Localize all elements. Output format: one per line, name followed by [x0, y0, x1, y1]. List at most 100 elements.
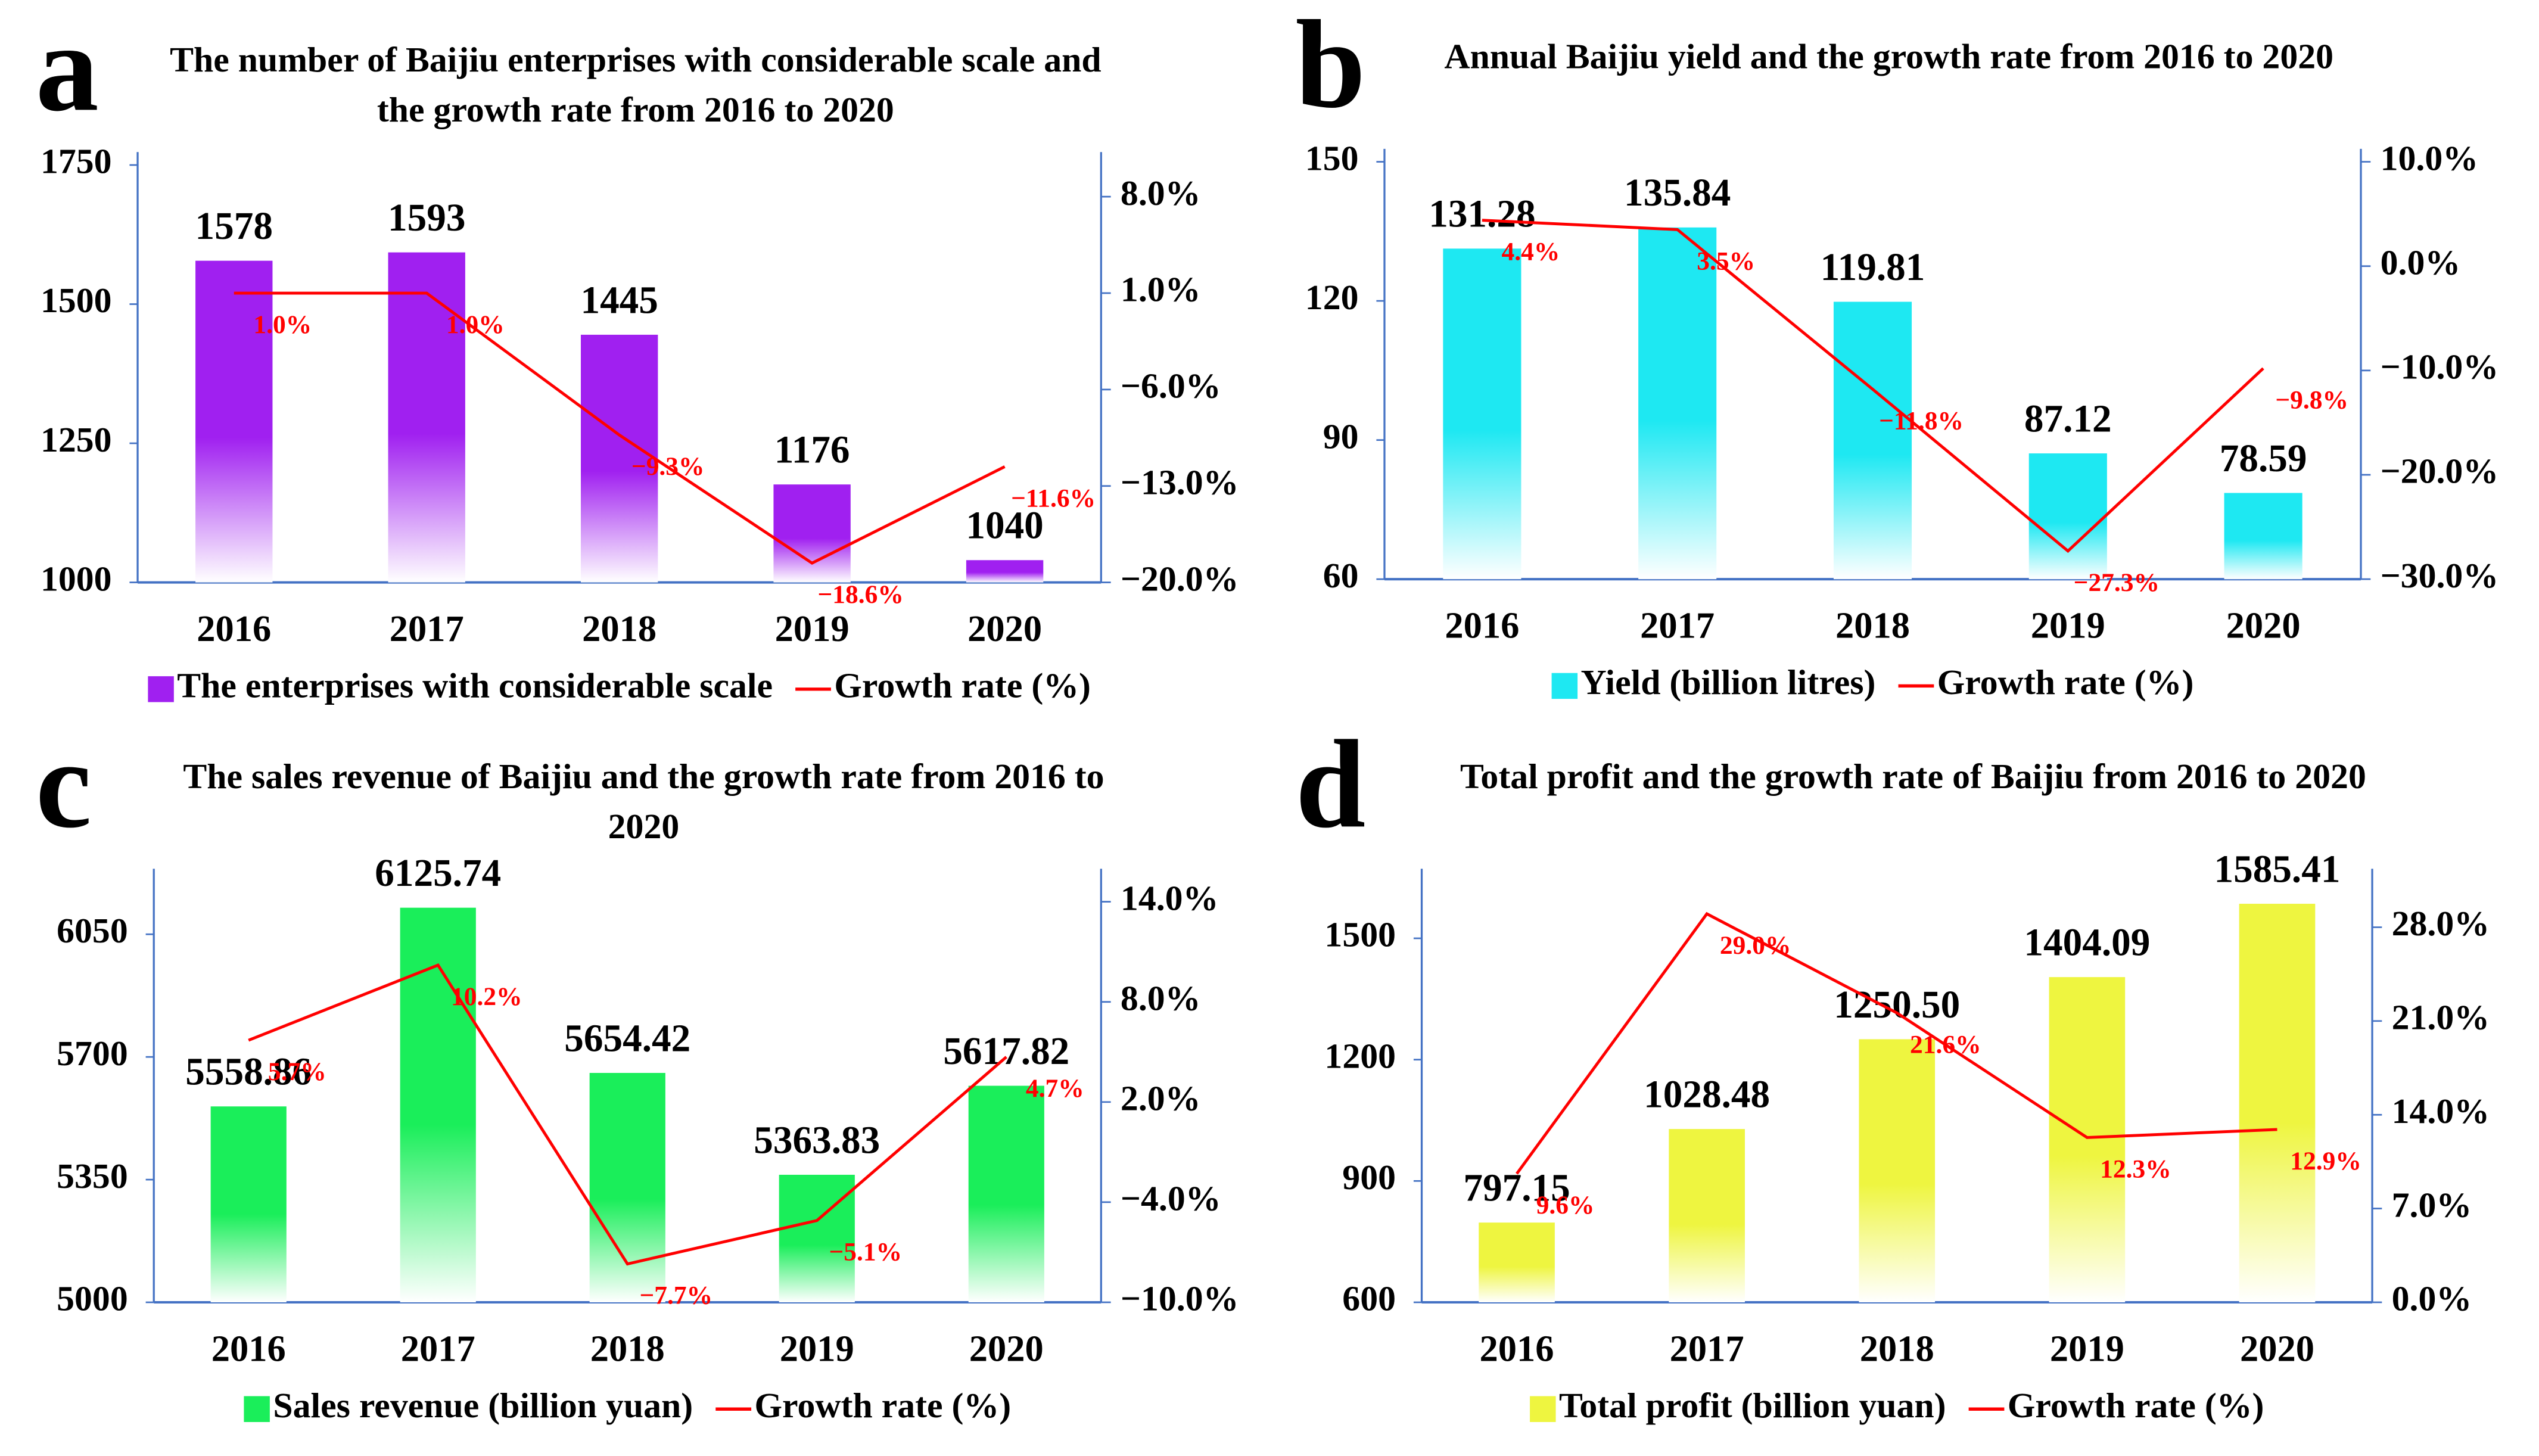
y2-tick-label: 14.0%	[2392, 1091, 2490, 1131]
legend: Total profit (billion yuan) Growth rate (…	[1530, 1386, 2264, 1425]
y2-tick-label: 21.0%	[2392, 998, 2490, 1037]
y2-tick-label: 1.0%	[1121, 270, 1201, 309]
y-tick-label: 900	[1342, 1158, 1396, 1197]
y-tick-label: 60	[1323, 556, 1359, 595]
bar	[1833, 301, 1912, 580]
legend-swatch	[1551, 673, 1578, 699]
bar-value-label: 1593	[388, 197, 465, 239]
y-tick-label: 90	[1323, 416, 1359, 456]
y2-tick-label: −13.0%	[1121, 462, 1239, 502]
growth-label: 4.4%	[1502, 238, 1560, 266]
legend: Sales revenue (billion yuan) Growth rate …	[244, 1386, 1011, 1425]
bar-value-label: 78.59	[2220, 437, 2307, 480]
chart-title: Annual Baijiu yield and the growth rate …	[1444, 36, 2333, 76]
y-tick-label: 600	[1342, 1279, 1396, 1318]
y2-tick-label: 28.0%	[2392, 904, 2490, 943]
x-tick-label: 2016	[1480, 1328, 1554, 1370]
y2-tick-label: −6.0%	[1121, 366, 1221, 406]
x-tick-label: 2018	[582, 608, 656, 649]
panel-letter: a	[36, 0, 99, 137]
bar-value-label: 797.15	[1463, 1167, 1570, 1210]
x-tick-label: 2016	[211, 1328, 286, 1370]
bar	[1443, 248, 1521, 580]
bar-value-label: 6125.74	[375, 852, 501, 895]
bar	[580, 334, 658, 583]
y2-tick-label: 0.0%	[2392, 1279, 2472, 1318]
title-line: The number of Baijiu enterprises with co…	[170, 40, 1102, 79]
legend-label: Yield (billion litres)	[1581, 662, 1876, 702]
x-tick-label: 2019	[775, 608, 850, 649]
y-tick-label: 1500	[1324, 915, 1396, 954]
bar	[1479, 1222, 1555, 1303]
title-line: the growth rate from 2016 to 2020	[377, 90, 894, 129]
growth-label: 9.6%	[1536, 1191, 1595, 1219]
growth-label: −9.8%	[2275, 385, 2348, 414]
x-tick-label: 2017	[390, 608, 464, 649]
y2-tick-label: −20.0%	[1121, 559, 1239, 598]
bar	[210, 1106, 287, 1303]
x-tick-label: 2020	[967, 608, 1042, 649]
title-line: Total profit and the growth rate of Baij…	[1460, 757, 2366, 796]
x-tick-label: 2016	[197, 608, 271, 649]
bar	[779, 1174, 855, 1303]
growth-label: −18.6%	[818, 580, 904, 609]
bar	[966, 560, 1044, 583]
y-tick-label: 5700	[57, 1034, 128, 1073]
panel-letter: c	[36, 714, 92, 854]
x-tick-label: 2019	[2050, 1328, 2124, 1370]
x-tick-label: 2020	[2226, 605, 2301, 646]
bar-value-label: 1028.48	[1644, 1074, 1770, 1116]
growth-label: −7.7%	[640, 1281, 713, 1310]
bar-value-label: 5363.83	[754, 1119, 880, 1162]
x-tick-label: 2017	[1640, 605, 1715, 646]
y2-tick-label: 7.0%	[2392, 1185, 2472, 1224]
growth-line	[1482, 219, 2264, 553]
growth-label: 29.0%	[1720, 931, 1791, 960]
bar-value-label: 1585.41	[2214, 848, 2341, 891]
bar	[1638, 227, 1717, 580]
growth-label: 1.0%	[253, 310, 312, 339]
bar-value-label: 1578	[195, 205, 273, 248]
y-tick-label: 1500	[41, 281, 112, 320]
chart-title: The sales revenue of Baijiu and the grow…	[183, 757, 1104, 846]
growth-label: 21.6%	[1910, 1030, 1981, 1059]
bar-value-label: 119.81	[1821, 246, 1925, 289]
y2-tick-label: 2.0%	[1121, 1079, 1201, 1118]
bar-value-label: 1445	[580, 279, 658, 322]
bar-value-label: 131.28	[1429, 193, 1535, 236]
chart-title: Total profit and the growth rate of Baij…	[1460, 757, 2366, 796]
bar-value-label: 135.84	[1624, 172, 1731, 214]
bar	[589, 1072, 665, 1303]
bar-value-label: 87.12	[2024, 397, 2112, 440]
y2-tick-label: −10.0%	[2381, 347, 2499, 387]
bar	[968, 1085, 1044, 1303]
bar	[1859, 1039, 1936, 1303]
x-tick-label: 2018	[1835, 605, 1910, 646]
bar	[400, 907, 476, 1303]
legend-swatch	[148, 676, 174, 702]
legend-swatch	[1530, 1396, 1556, 1422]
growth-label: −27.3%	[2074, 568, 2160, 597]
growth-label: 4.7%	[1026, 1074, 1084, 1103]
growth-label: 1.0%	[446, 310, 505, 339]
bar	[2028, 453, 2107, 580]
y-tick-label: 1000	[41, 559, 112, 598]
growth-label: −5.1%	[829, 1238, 903, 1267]
bar-value-label: 5558.86	[185, 1051, 312, 1094]
x-tick-label: 2017	[1670, 1328, 1744, 1370]
legend: The enterprises with considerable scale G…	[148, 666, 1091, 705]
title-line: Annual Baijiu yield and the growth rate …	[1444, 36, 2333, 76]
growth-label: 12.3%	[2100, 1155, 2171, 1183]
bar	[773, 484, 851, 583]
y-tick-label: 1250	[41, 420, 112, 459]
y2-tick-label: −20.0%	[2381, 452, 2499, 491]
bar-value-label: 1176	[774, 429, 850, 472]
bar	[195, 260, 273, 583]
title-line: The sales revenue of Baijiu and the grow…	[183, 757, 1104, 796]
legend: Yield (billion litres) Growth rate (%)	[1551, 662, 2193, 702]
x-tick-label: 2019	[2031, 605, 2105, 646]
x-tick-label: 2018	[1860, 1328, 1934, 1370]
y-tick-label: 5350	[57, 1156, 128, 1196]
legend-label: Total profit (billion yuan)	[1559, 1386, 1946, 1425]
bar	[388, 252, 465, 583]
